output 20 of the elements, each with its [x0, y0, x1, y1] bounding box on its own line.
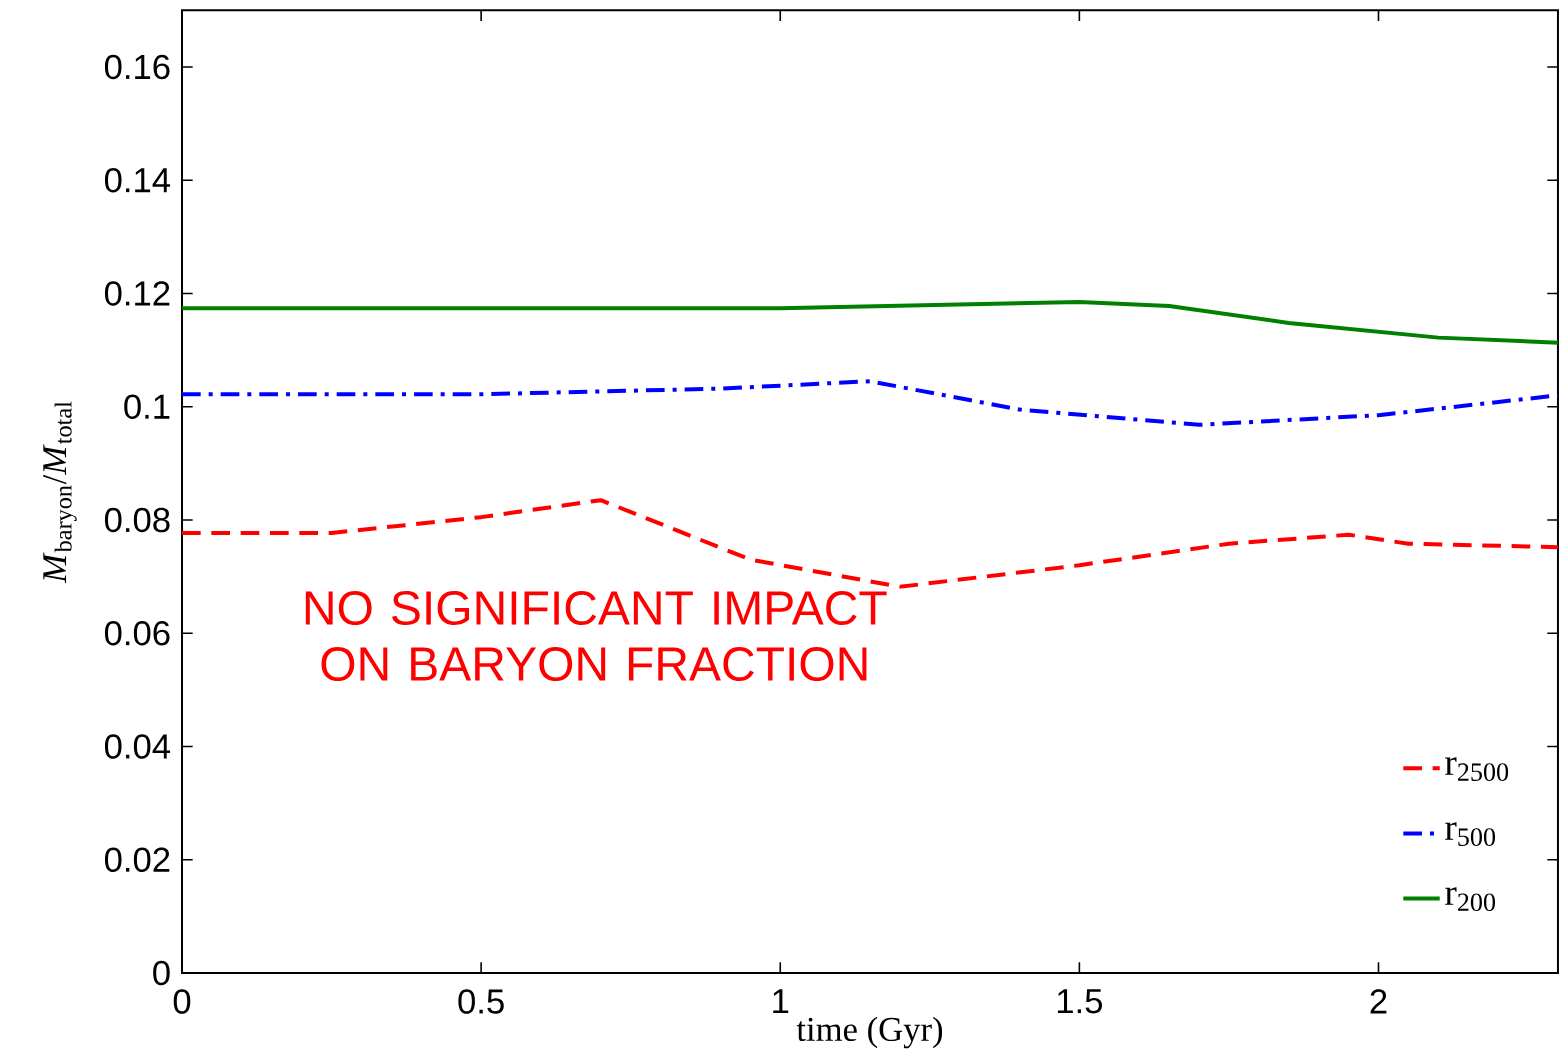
- y-tick-label: 0: [153, 960, 170, 986]
- x-tick-label: 1.5: [1057, 989, 1103, 1014]
- legend-label: r$_{500}$: [1445, 822, 1496, 846]
- y-tick-label: 0.12: [104, 281, 170, 306]
- y-tick-label: 0.04: [104, 734, 171, 759]
- x-tick-label: 0.5: [458, 989, 504, 1014]
- y-tick-label: 0.1: [124, 394, 170, 419]
- y-tick-label: 0.02: [104, 847, 170, 872]
- x-tick-label: 1: [773, 989, 789, 1014]
- legend-label: r$_{200}$: [1445, 887, 1496, 912]
- y-tick-label: 0.14: [104, 167, 171, 193]
- x-tick-label: 0: [173, 989, 191, 1014]
- annotation: NO SIGNIFICANT IMPACT ON BARYON FRACTION: [305, 591, 887, 682]
- x-tick-label: 2: [1370, 989, 1387, 1014]
- x-axis-title: time (Gyr): [796, 1016, 943, 1049]
- y-axis-title: M$_{baryon}$/M$_{total}$: [43, 401, 77, 584]
- y-tick-label: 0.16: [104, 54, 170, 80]
- legend-label: r$_{2500}$: [1445, 757, 1509, 781]
- y-tick-label: 0.08: [104, 507, 170, 533]
- y-tick-label: 0.06: [104, 620, 170, 646]
